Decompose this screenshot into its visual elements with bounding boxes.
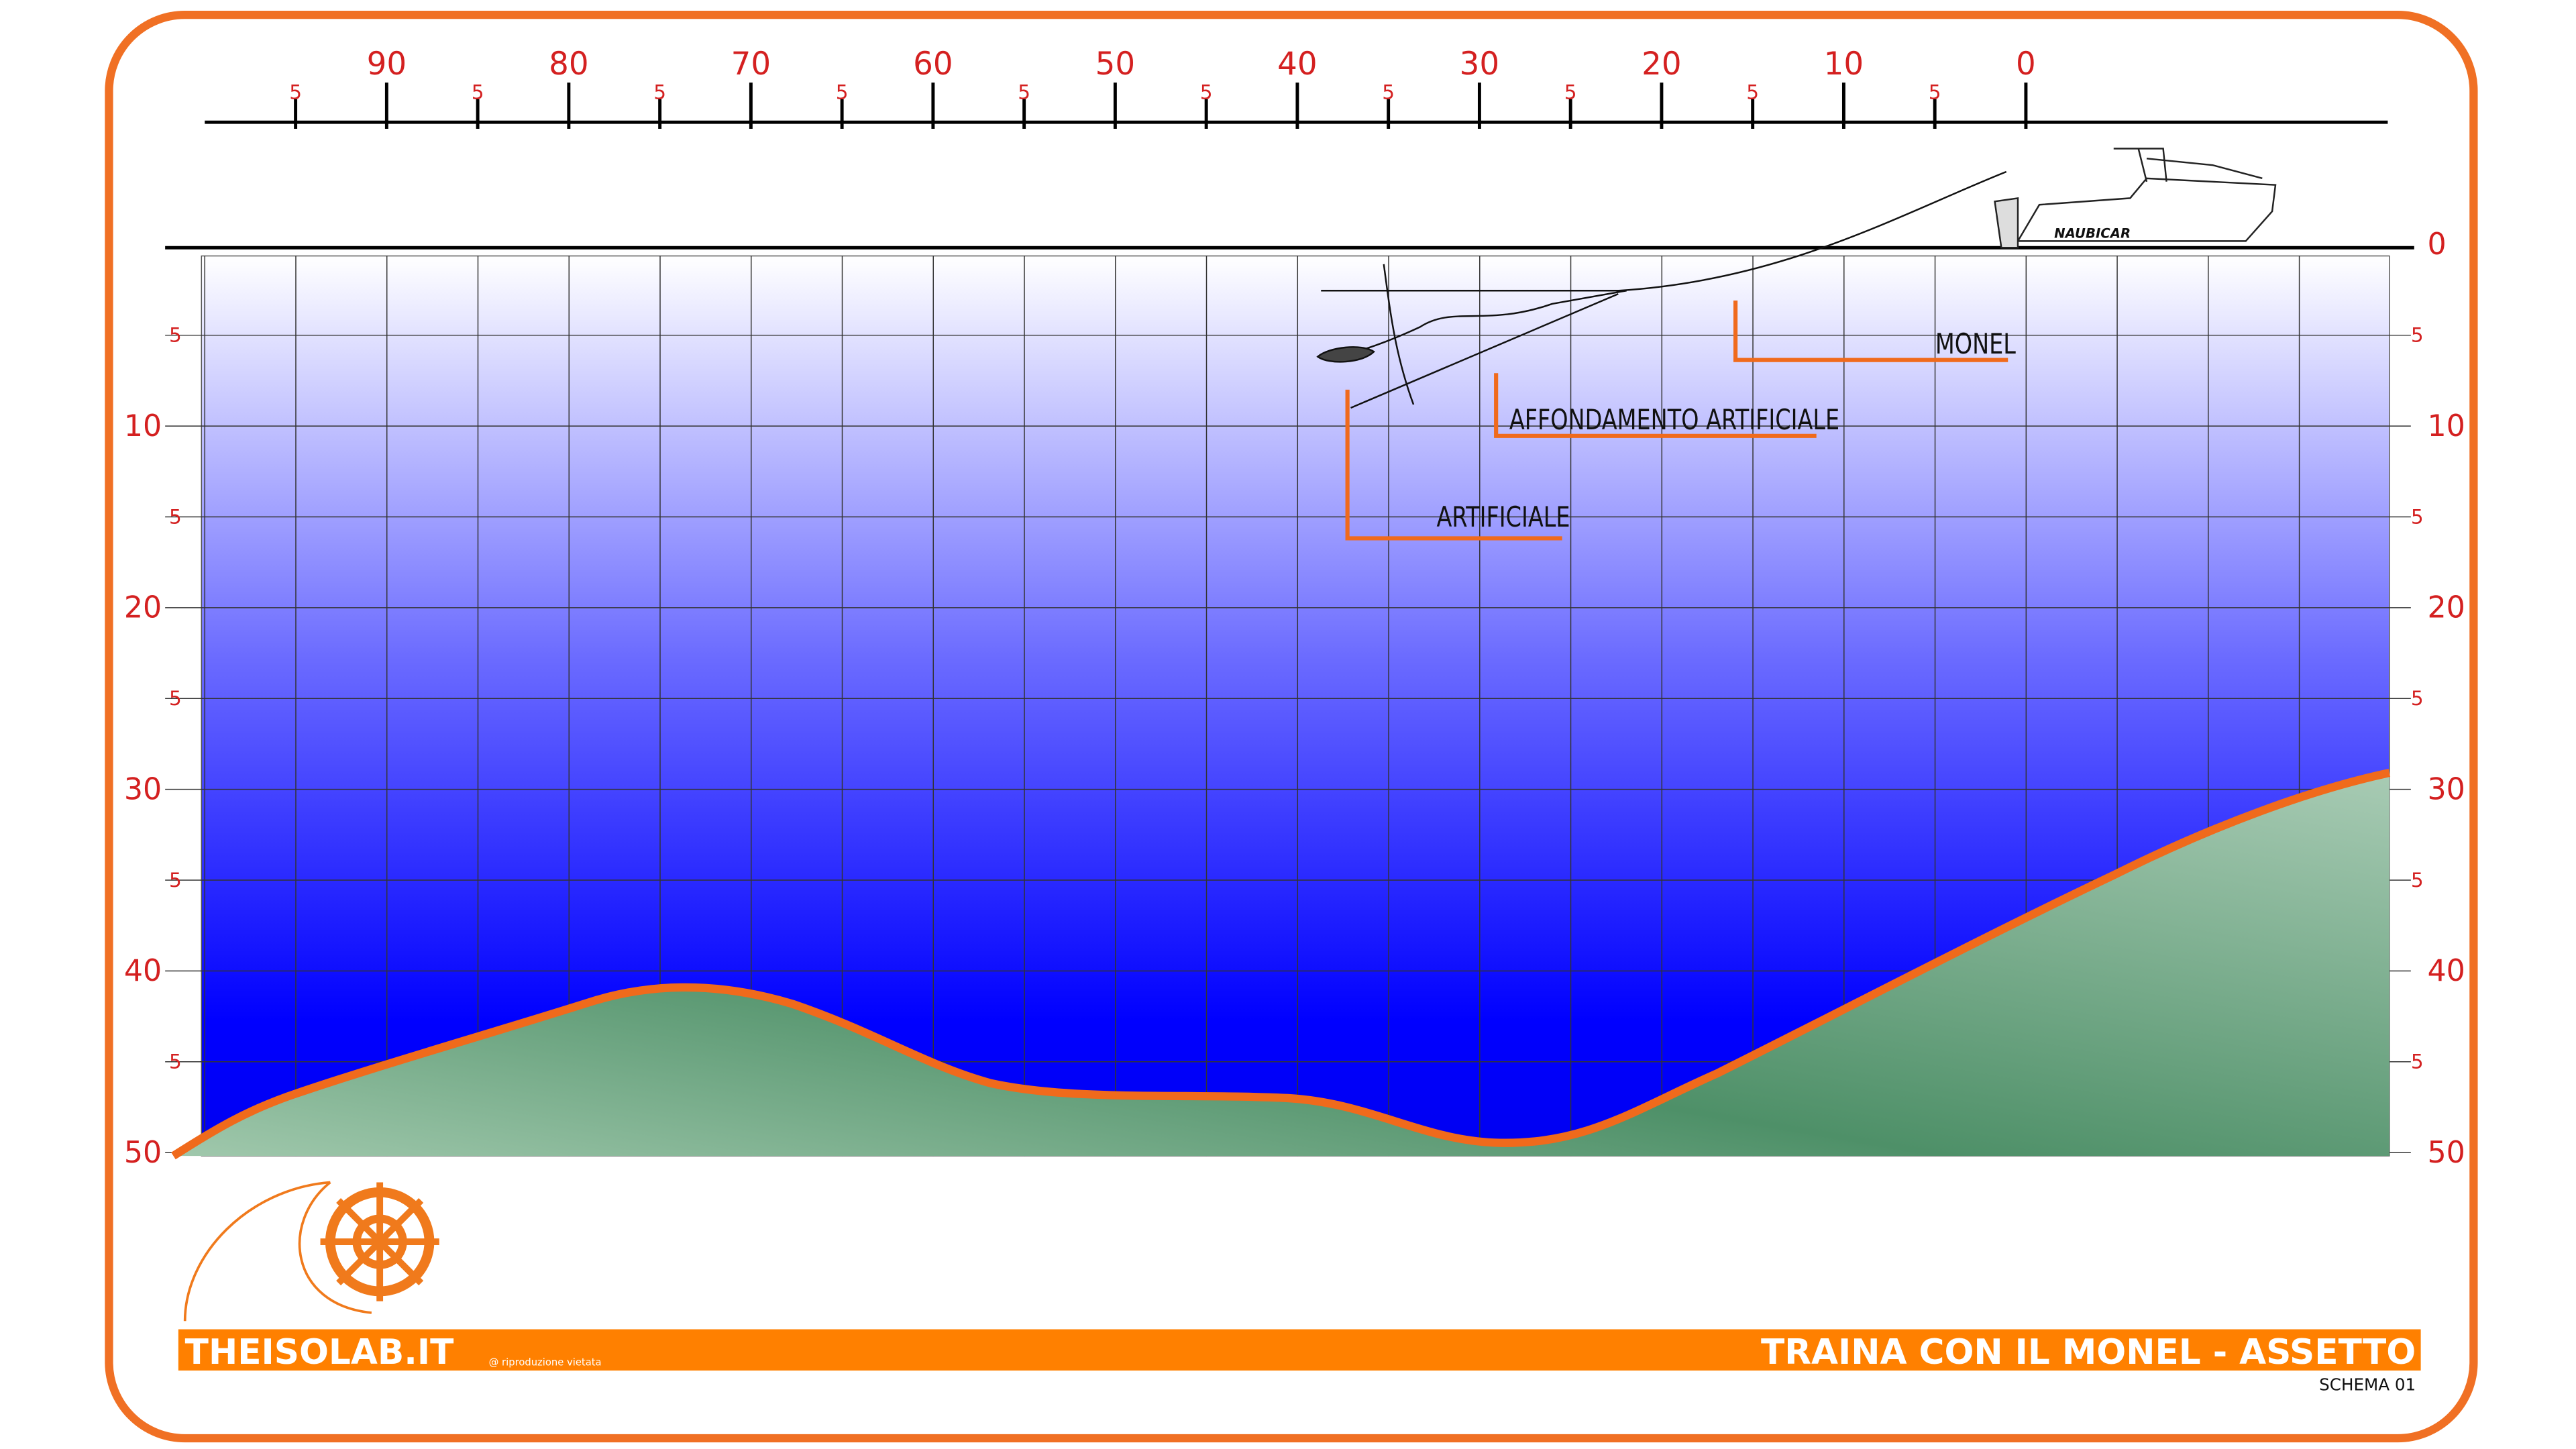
footer-bar	[178, 1329, 2421, 1371]
main-line	[1618, 170, 2007, 292]
depth-minor-label-right: 5	[2411, 687, 2424, 710]
distance-label: 70	[731, 46, 771, 83]
distance-label: 90	[367, 46, 407, 83]
distance-label: 20	[1642, 46, 1682, 83]
boat-hull	[2016, 177, 2277, 242]
distance-label: 50	[1095, 46, 1136, 83]
callout-leaders	[1345, 301, 2008, 541]
depth-label-right: 0	[2427, 227, 2446, 262]
site-name: THEISOLAB.IT	[185, 1332, 454, 1373]
depth-label-left: 20	[124, 591, 162, 625]
distance-minor-label: 5	[1200, 81, 1213, 104]
distance-label: 10	[1824, 46, 1864, 83]
leader	[1350, 290, 1627, 354]
distance-minor-label: 5	[653, 81, 666, 104]
distance-minor-label: 5	[1382, 81, 1395, 104]
boat-brand: NAUBICAR	[2054, 225, 2131, 241]
depth-minor-label-left: 5	[169, 505, 182, 528]
distance-minor-label: 5	[836, 81, 849, 104]
depth-label-right: 10	[2427, 409, 2465, 443]
outboard-motor	[1994, 197, 2019, 249]
depth-label-left: 40	[124, 954, 162, 988]
lure	[1316, 346, 1375, 363]
distance-minor-label: 5	[1746, 81, 1759, 104]
depth-minor-label-left: 5	[169, 324, 182, 347]
callout-lure: ARTIFICIALE	[1437, 501, 1570, 534]
diagram-title: TRAINA CON IL MONEL - ASSETTO	[1761, 1332, 2416, 1373]
callout-monel: MONEL	[1935, 327, 2016, 360]
depth-minor-label-right: 5	[2411, 324, 2424, 347]
sink-line	[1350, 293, 1619, 409]
depth-label-left: 10	[124, 409, 162, 443]
rig	[1316, 170, 2007, 409]
depth-label-right: 30	[2427, 772, 2465, 806]
distance-label: 80	[549, 46, 589, 83]
depth-label-right: 20	[2427, 591, 2465, 625]
depth-minor-label-right: 5	[2411, 869, 2424, 892]
callout-sinker: AFFONDAMENTO ARTIFICIALE	[1509, 403, 1839, 436]
copyright: @ riproduzione vietata	[489, 1357, 602, 1368]
distance-minor-label: 5	[1564, 81, 1577, 104]
sinker-arc	[1383, 264, 1415, 405]
diagram-subtitle: SCHEMA 01	[2319, 1375, 2416, 1395]
depth-label-right: 40	[2427, 954, 2465, 988]
depth-scale: 5 10 5 20 5 30 5 40 5 50 0 5 10 5 20 5 30 5 40 5 50	[124, 227, 2465, 1170]
boat: NAUBICAR	[1994, 148, 2277, 249]
depth-minor-label-left: 5	[169, 1051, 182, 1073]
distance-minor-label: 5	[1018, 81, 1030, 104]
depth-minor-label-left: 5	[169, 869, 182, 892]
depth-label-left: 50	[124, 1136, 162, 1170]
distance-minor-label: 5	[1929, 81, 1941, 104]
depth-minor-label-right: 5	[2411, 505, 2424, 528]
depth-label-left: 30	[124, 772, 162, 806]
depth-minor-label-right: 5	[2411, 1051, 2424, 1073]
distance-label: 30	[1460, 46, 1500, 83]
depth-label-right: 50	[2427, 1136, 2465, 1170]
distance-minor-label: 5	[472, 81, 484, 104]
boat-tower	[2113, 148, 2263, 182]
seabed	[173, 773, 2390, 1157]
seabed-outline	[171, 768, 2391, 1160]
logo	[183, 1181, 439, 1322]
distance-label: 40	[1277, 46, 1318, 83]
distance-label: 0	[2016, 46, 2036, 83]
depth-minor-label-left: 5	[169, 687, 182, 710]
distance-label: 60	[913, 46, 953, 83]
distance-minor-label: 5	[289, 81, 302, 104]
